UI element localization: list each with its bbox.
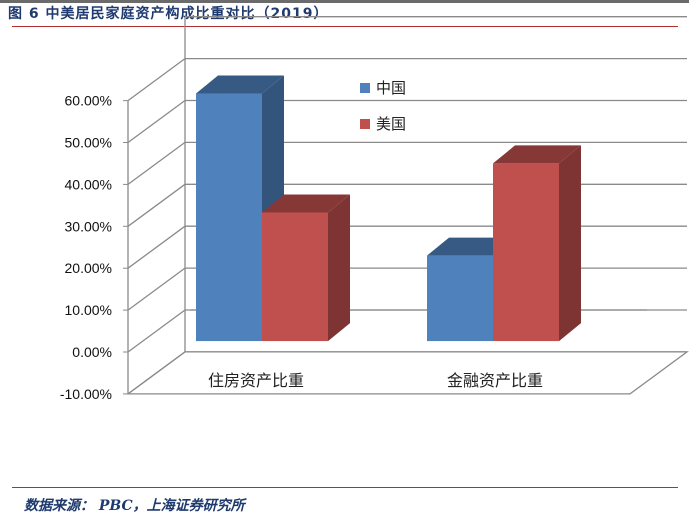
bar-front [262,212,328,342]
bar-top [493,145,581,164]
category-label: 住房资产比重 [208,371,304,390]
side-wall-line [127,267,186,311]
y-tick-label: -10.00% [60,386,112,402]
y-tick-label: 10.00% [65,302,112,318]
side-wall-line [127,183,186,227]
chart: 60.00% 50.00% 40.00% 30.00% 20.00% 10.00% 0.00… [60,16,689,402]
bar-front [493,163,559,342]
bar-top [196,75,284,94]
y-tick-label: 50.00% [65,135,112,151]
side-wall-line [127,58,186,102]
category-label: 金融资产比重 [447,371,543,390]
figure-title: 图 6 中美居民家庭资产构成比重对比（2019） [8,6,329,22]
category-labels: 住房资产比重 金融资产比重 [208,371,543,390]
source-note: 数据来源： PBC，上海证券研究所 [24,498,245,514]
side-wall-line [127,99,186,144]
side-wall-line [127,141,186,185]
bar-usa-1 [493,145,581,342]
bar-side [328,194,350,342]
legend-label: 中国 [376,79,406,97]
y-tick-label: 0.00% [72,344,112,360]
bar-usa-0 [262,194,350,342]
bar-side [559,145,581,342]
y-tick-label: 30.00% [65,218,112,234]
legend-label: 美国 [376,115,406,133]
bars [196,75,581,342]
y-tick-label: 20.00% [65,260,112,276]
y-tick-label: 60.00% [65,93,112,109]
floor [126,351,689,395]
y-axis-ticks: 60.00% 50.00% 40.00% 30.00% 20.00% 10.00% 0.00… [60,93,128,402]
title-divider [12,26,678,27]
y-tick-label: 40.00% [65,176,112,192]
footer-divider [12,487,678,488]
bar-front [427,255,493,342]
top-border [0,0,689,3]
legend-swatch [360,119,370,129]
legend-swatch [360,83,370,93]
bar-top [262,194,350,213]
bar-front [196,93,262,342]
side-wall-line [127,225,186,269]
side-wall-line [127,309,186,353]
